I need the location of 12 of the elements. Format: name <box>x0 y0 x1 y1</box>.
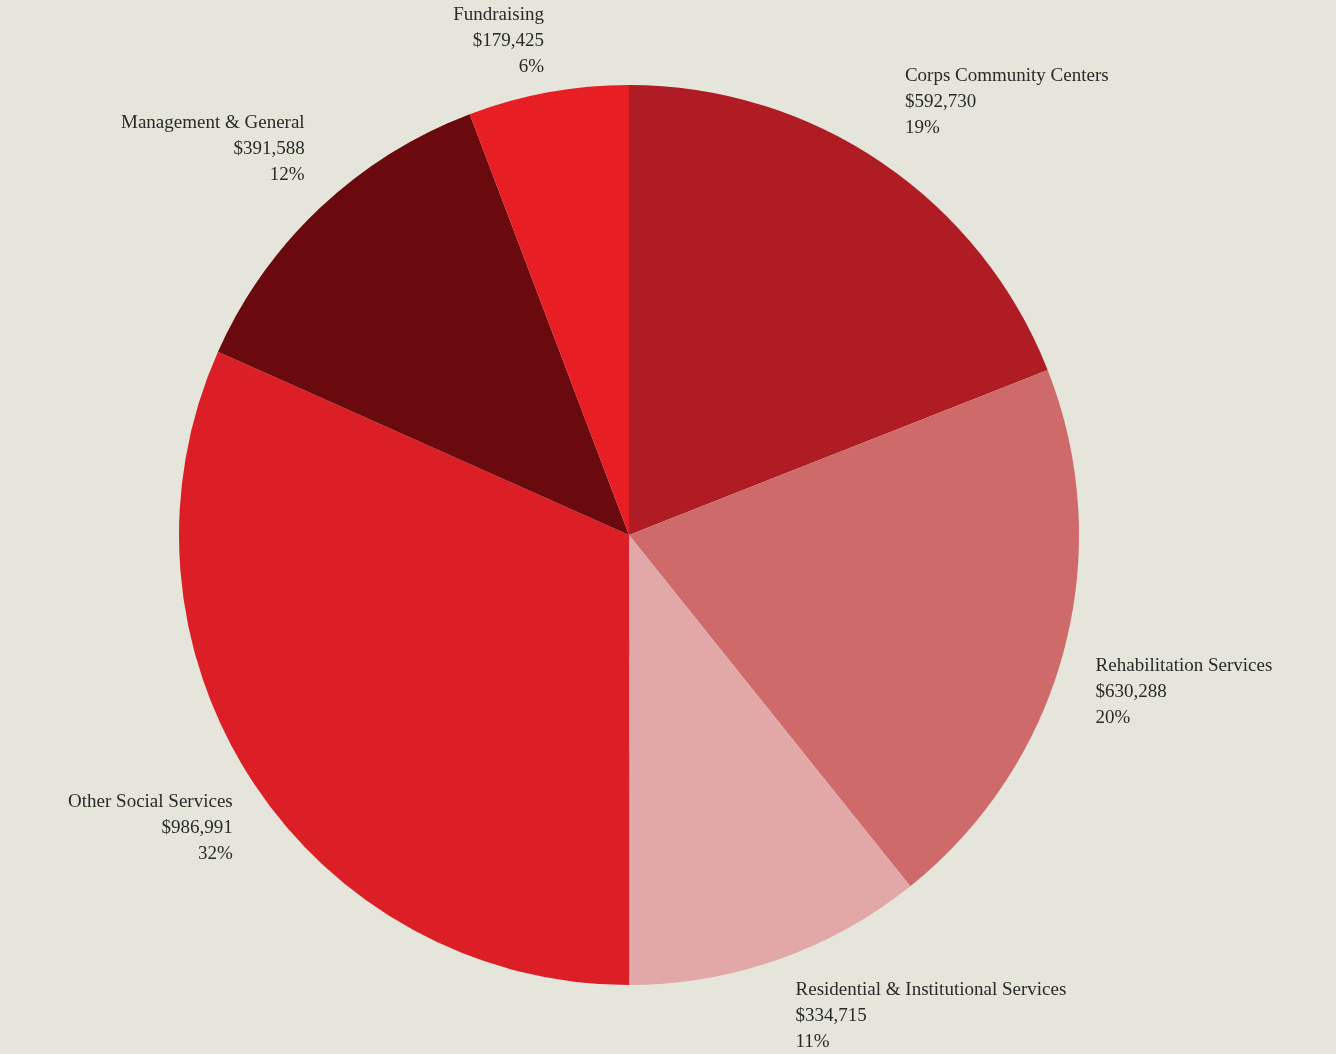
data-label: $986,991 32% <box>161 815 233 863</box>
slice-label: Management & General <box>121 110 305 132</box>
data-label: $179,425 6% <box>472 29 545 77</box>
data-label: $334,715 11% <box>795 1004 867 1052</box>
slice-label: Other Social Services <box>68 789 233 811</box>
slice-label: Corps Community Centers <box>904 63 1109 85</box>
data-label: $630,288 20% <box>1095 679 1167 727</box>
slice-label: Rehabilitation Services <box>1095 653 1273 675</box>
data-label: $391,588 12% <box>233 136 305 184</box>
data-label: $592,730 19% <box>904 89 977 137</box>
slice-label: Fundraising <box>453 3 545 25</box>
slice-label: Residential & Institutional Services <box>795 978 1067 1000</box>
